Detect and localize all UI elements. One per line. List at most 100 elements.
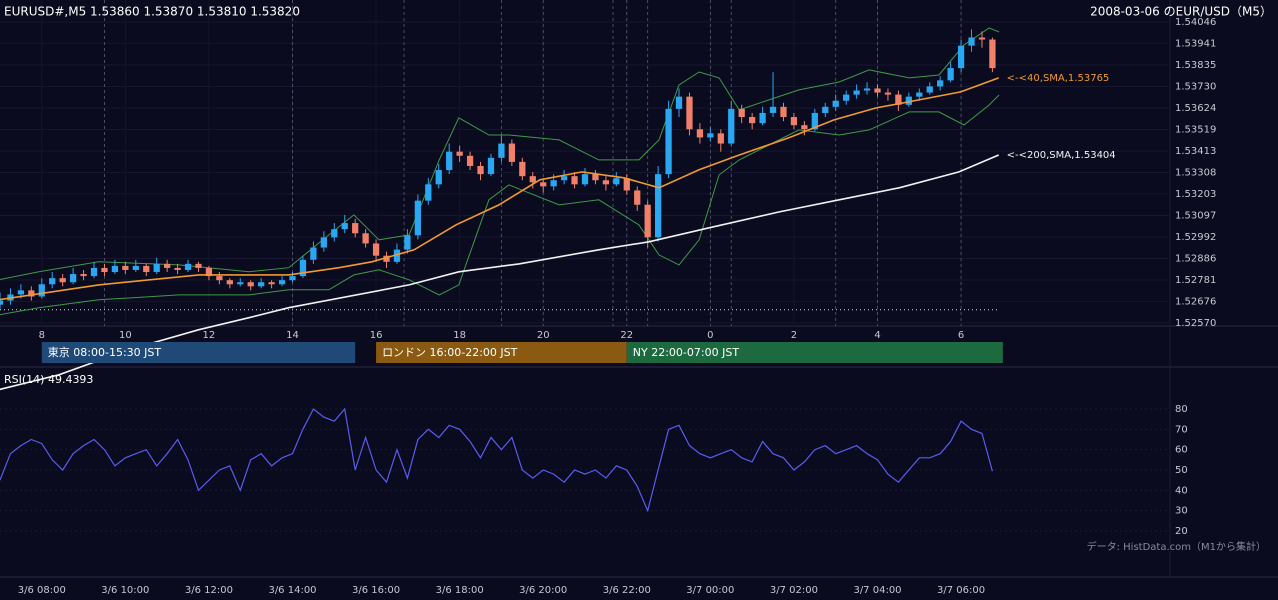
x-tick-label: 6: [958, 330, 964, 341]
candle-body: [937, 80, 944, 87]
x-tick-label: 16: [370, 330, 383, 341]
candle-body: [216, 276, 223, 281]
candle-body: [968, 37, 975, 46]
rsi-tick-label: 80: [1175, 404, 1188, 415]
candle-body: [832, 100, 839, 107]
y-tick-label: 1.52992: [1175, 232, 1216, 243]
candle-body: [352, 223, 359, 234]
rsi-tick-label: 20: [1175, 526, 1188, 537]
rsi-line: [0, 407, 993, 513]
rsi-tick-label: 70: [1175, 424, 1188, 435]
candle-body: [477, 165, 484, 175]
candle-body: [926, 86, 933, 93]
candle-body: [414, 200, 421, 236]
sma-label: <-<40,SMA,1.53765: [1007, 73, 1110, 84]
candle-body: [122, 265, 129, 270]
candle-body: [17, 290, 25, 295]
x-tick-label: 18: [453, 330, 466, 341]
candle-body: [634, 190, 641, 205]
candle-body: [69, 274, 77, 283]
x-tick-label: 3/6 08:00: [18, 585, 66, 596]
candle-body: [550, 180, 557, 187]
candle-body: [916, 92, 923, 97]
candle-body: [49, 278, 56, 285]
x-tick-label: 3/6 16:00: [352, 585, 400, 596]
session-bar: [626, 342, 1003, 363]
session-bar: [376, 342, 627, 363]
candle-body: [247, 282, 254, 287]
candle-body: [435, 170, 442, 185]
candle-body: [811, 112, 818, 130]
candle-body: [0, 300, 4, 305]
candle-body: [101, 267, 108, 273]
candle-body: [372, 243, 380, 256]
labels: EURUSD#,M5 1.53860 1.53870 1.53810 1.538…: [4, 5, 1272, 597]
candle-body: [508, 143, 516, 162]
candle-body: [195, 263, 202, 268]
candle-body: [686, 96, 693, 130]
candle-body: [675, 96, 683, 109]
candle-body: [466, 155, 474, 166]
candle-body: [164, 263, 171, 268]
candle-body: [258, 282, 265, 287]
bollinger-upper: [0, 27, 1000, 281]
candle-body: [278, 280, 286, 285]
candle-body: [978, 37, 986, 40]
rsi-tick-label: 40: [1175, 485, 1188, 496]
bollinger-lower: [0, 94, 1000, 316]
candle-body: [759, 112, 766, 124]
y-tick-label: 1.52886: [1175, 254, 1216, 265]
x-tick-label: 2: [791, 330, 797, 341]
candle-body: [362, 233, 369, 244]
candle-body: [28, 290, 35, 297]
candle-body: [769, 106, 777, 113]
y-tick-label: 1.53203: [1175, 189, 1216, 200]
rsi-tick-label: 60: [1175, 445, 1188, 456]
candle-body: [905, 96, 912, 105]
sma-line: [0, 77, 999, 301]
candle-body: [853, 90, 860, 95]
y-tick-label: 1.52570: [1175, 318, 1216, 329]
candle-body: [310, 247, 317, 260]
x-tick-label: 10: [119, 330, 132, 341]
candle-body: [728, 108, 735, 144]
session-bar: [41, 342, 356, 363]
candle-body: [540, 182, 547, 187]
candle-body: [644, 204, 651, 238]
rsi-tick-label: 30: [1175, 506, 1188, 517]
y-tick-label: 1.52781: [1175, 275, 1216, 286]
candle-body: [947, 68, 954, 81]
candle-body: [456, 151, 463, 156]
x-tick-label: 3/6 20:00: [519, 585, 567, 596]
x-tick-label: 0: [707, 330, 713, 341]
rsi-title: RSI(14) 49.4393: [4, 373, 93, 386]
grid: [0, 0, 1170, 532]
candle-body: [874, 88, 881, 93]
x-tick-label: 3/7 02:00: [770, 585, 818, 596]
candle-body: [780, 106, 787, 118]
x-tick-label: 3/6 14:00: [268, 585, 316, 596]
y-tick-label: 1.54046: [1175, 17, 1216, 28]
candle-body: [749, 117, 756, 124]
x-tick-label: 22: [620, 330, 633, 341]
candle-body: [38, 284, 45, 297]
candle-body: [289, 276, 296, 281]
rsi-tick-label: 50: [1175, 465, 1188, 476]
y-tick-label: 1.53941: [1175, 38, 1216, 49]
candle-body: [404, 235, 411, 250]
x-tick-label: 8: [39, 330, 45, 341]
x-tick-label: 14: [286, 330, 299, 341]
candle-body: [80, 274, 87, 277]
candle-body: [843, 94, 850, 101]
candle-body: [90, 267, 98, 277]
x-tick-label: 4: [874, 330, 880, 341]
candle-body: [863, 88, 871, 91]
chart-subtitle: 2008-03-06 のEUR/USD（M5）: [1090, 5, 1272, 19]
y-tick-label: 1.53835: [1175, 60, 1216, 71]
chart-title: EURUSD#,M5 1.53860 1.53870 1.53810 1.538…: [4, 5, 300, 19]
candle-body: [822, 106, 829, 113]
candle-body: [59, 278, 66, 283]
x-tick-label: 3/6 12:00: [185, 585, 233, 596]
candle-body: [341, 223, 348, 230]
candle-body: [957, 45, 965, 69]
